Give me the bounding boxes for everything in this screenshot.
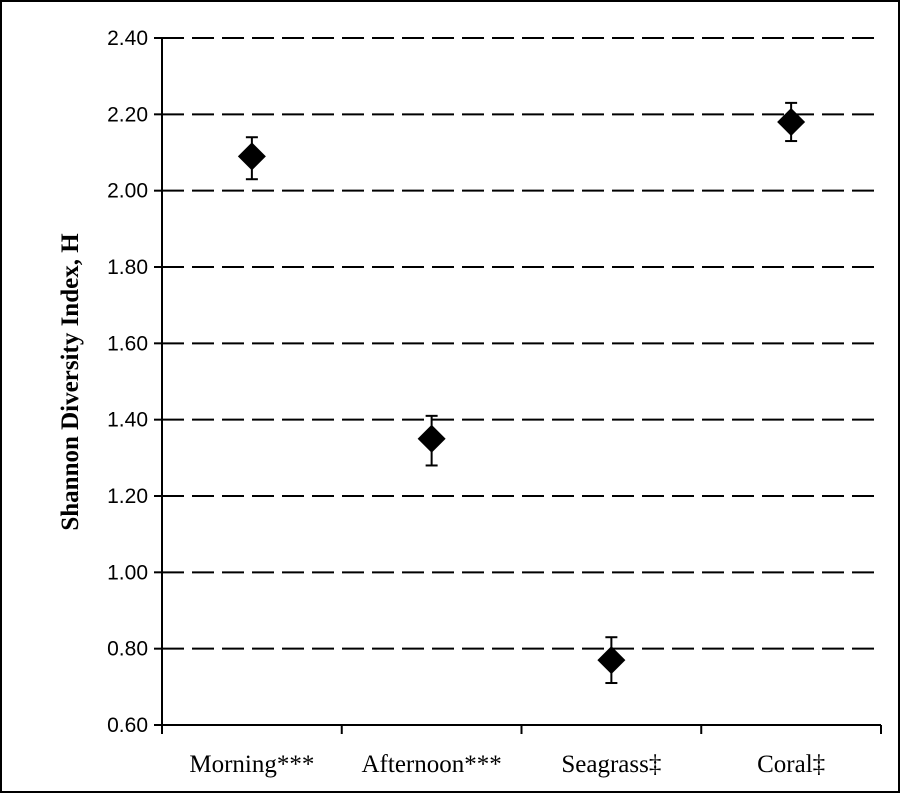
y-axis-title: Shannon Diversity Index, H: [57, 233, 84, 531]
diamond-marker: [417, 424, 446, 453]
x-category-label: Coral‡: [757, 751, 825, 778]
y-ticks: 0.60 0.80 1.00 1.20 1.40 1.60 1.80 2.00 2.20 2.40: [107, 27, 162, 737]
x-category-label: Seagrass‡: [561, 751, 661, 778]
x-category-label: Morning***: [189, 751, 314, 778]
diamond-marker: [237, 142, 266, 171]
y-tick-label: 1.60: [107, 332, 148, 355]
y-tick-label: 2.40: [107, 27, 148, 50]
y-tick-label: 0.80: [107, 638, 148, 661]
y-tick-label: 1.80: [107, 256, 148, 279]
y-tick-label: 2.00: [107, 180, 148, 203]
y-tick-label: 1.40: [107, 409, 148, 432]
diamond-marker: [777, 107, 806, 136]
y-tick-label: 0.60: [107, 714, 148, 737]
data-points: [237, 101, 806, 685]
y-tick-label: 1.20: [107, 485, 148, 508]
y-tick-label: 1.00: [107, 561, 148, 584]
y-tick-label: 2.20: [107, 103, 148, 126]
x-ticks: Morning*** Afternoon*** Seagrass‡ Coral‡: [161, 725, 882, 778]
x-category-label: Afternoon***: [362, 751, 502, 778]
diamond-marker: [597, 646, 626, 675]
